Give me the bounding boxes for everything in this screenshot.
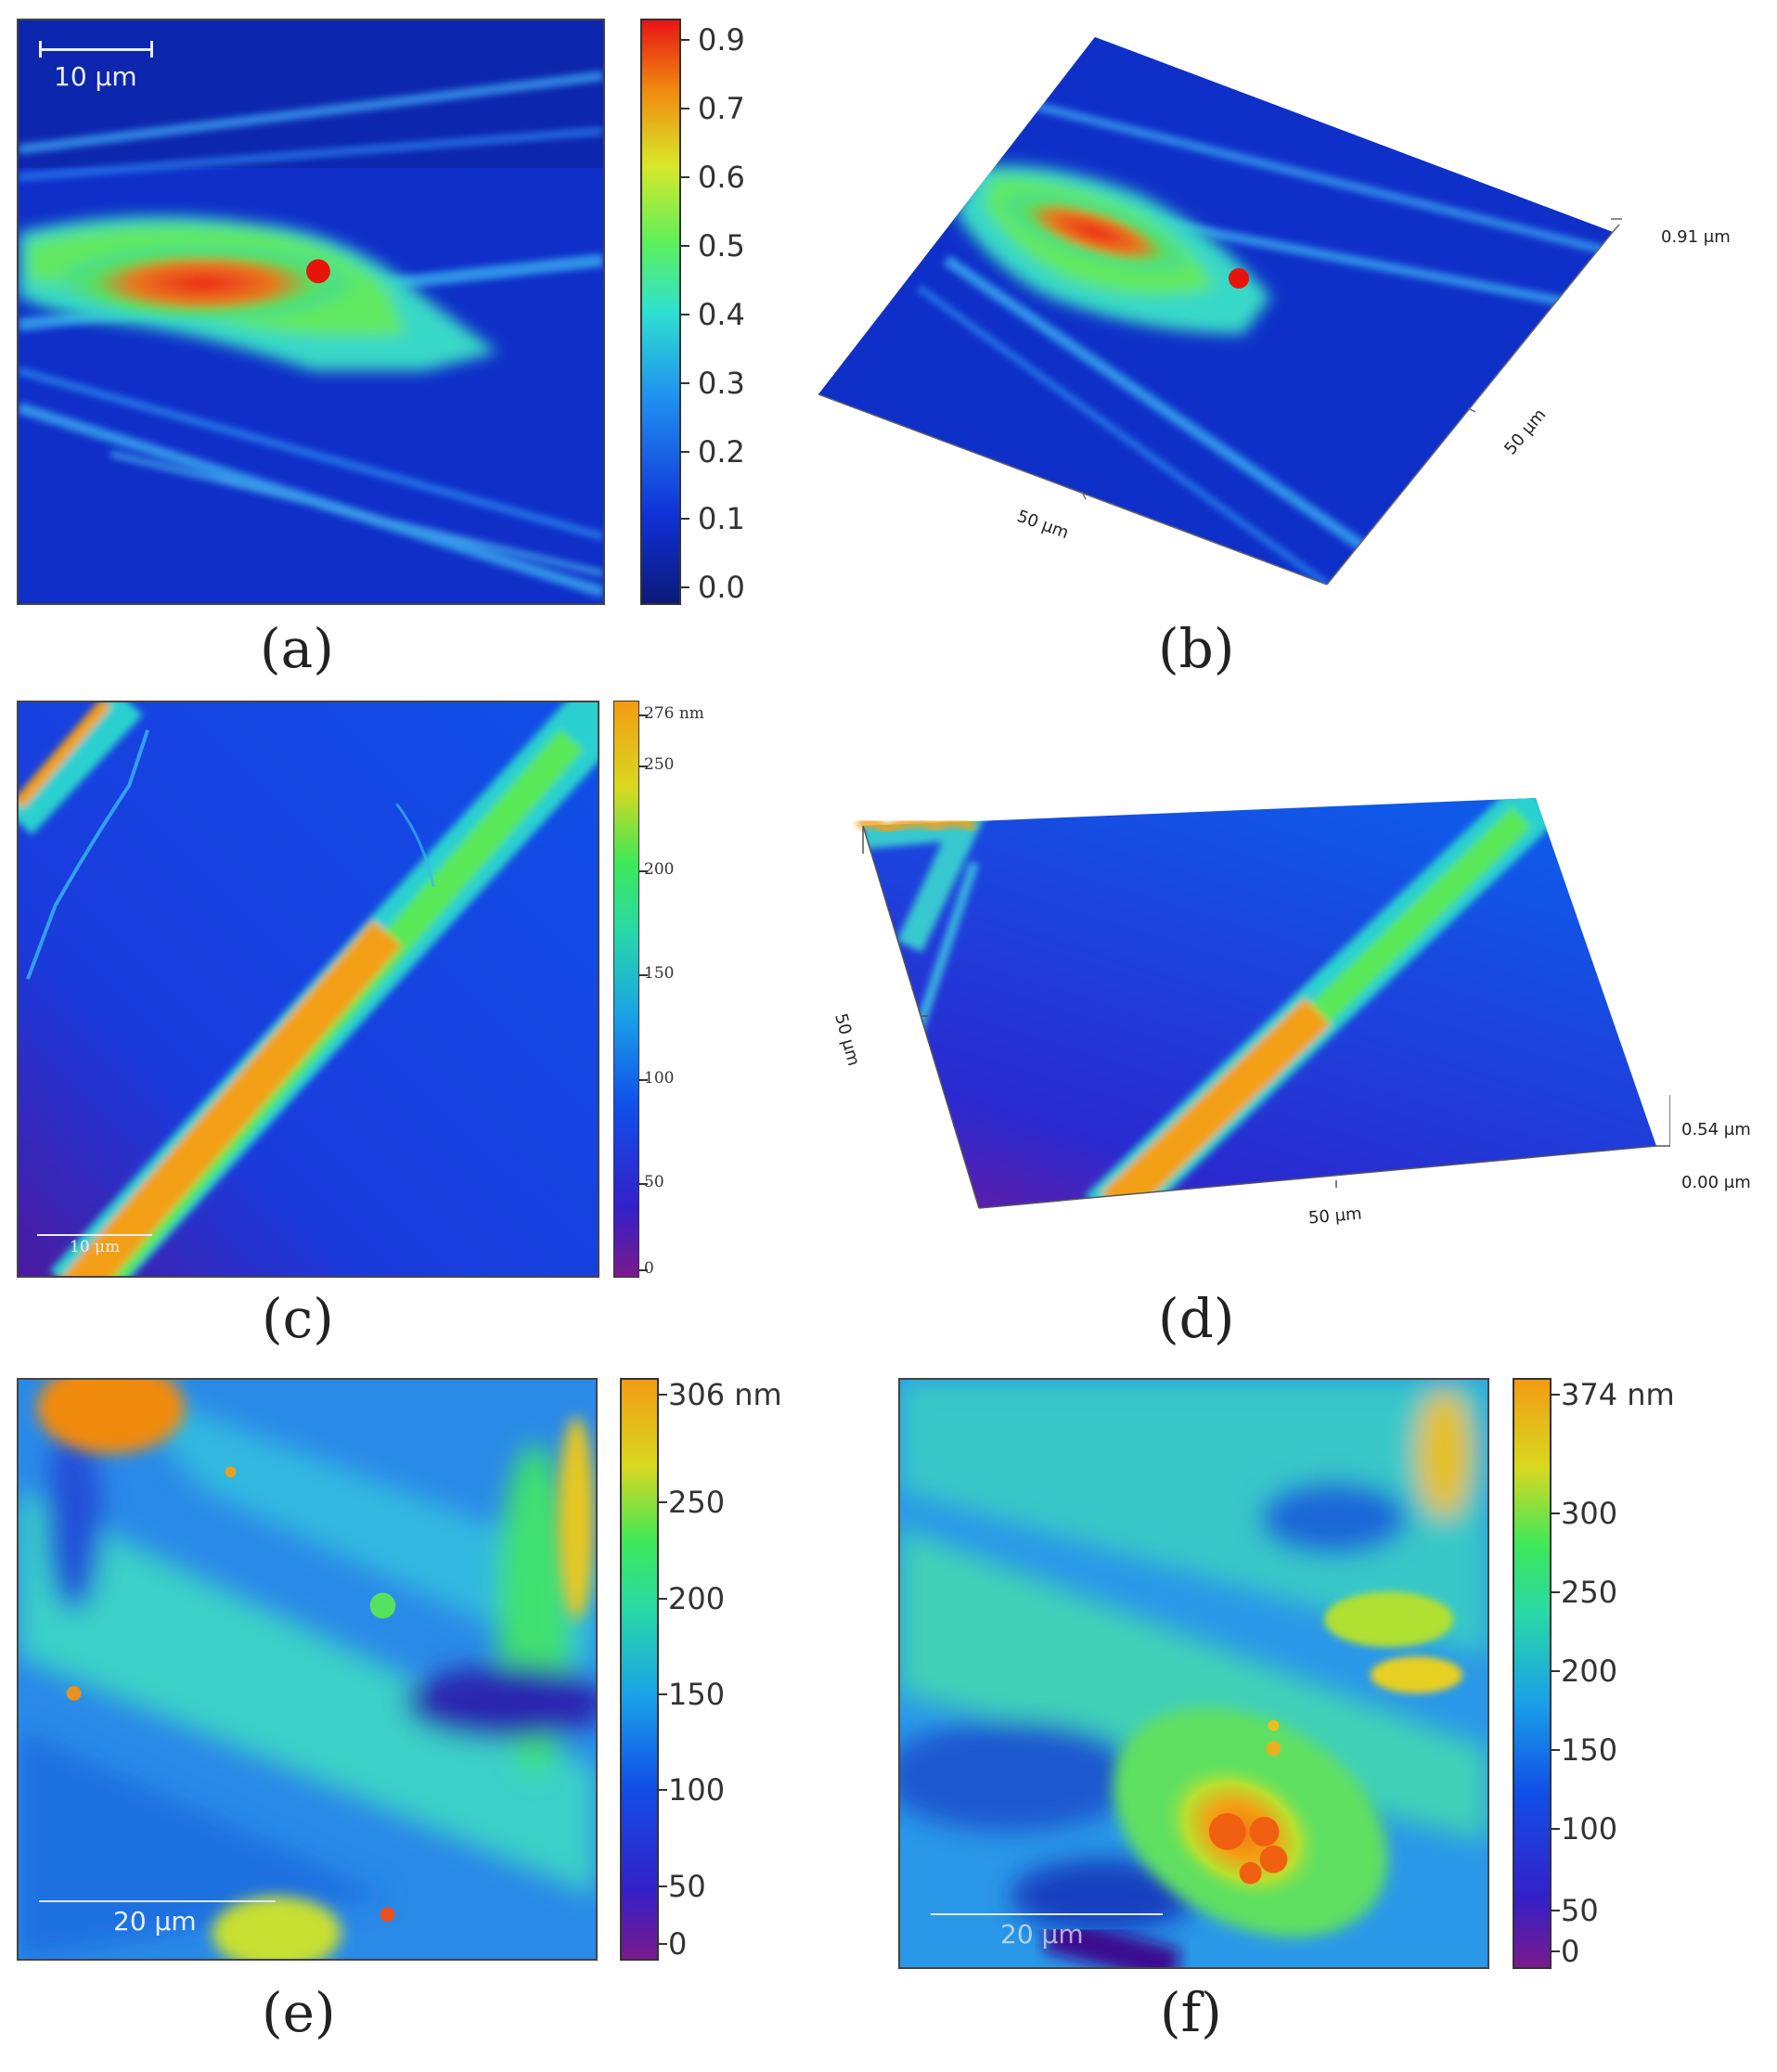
colorbar-tick-mark [1552,1910,1560,1911]
colorbar-tick-mark [659,1943,667,1945]
colorbar-tick-mark [659,1789,667,1791]
colorbar-tick-label: 0 [1561,1934,1580,1969]
caption-b: (b) [1158,617,1235,680]
scale-bar-f-label: 20 μm [1000,1919,1084,1950]
colorbar-tick-label: 100 [668,1772,726,1808]
colorbar-tick-label: 0 [644,1259,654,1278]
caption-a: (a) [260,617,334,680]
colorbar-tick-mark [659,1394,667,1396]
colorbar-tick-label: 150 [668,1677,726,1712]
colorbar-tick-mark [681,176,689,178]
colorbar-tick-label: 0.0 [698,570,745,605]
scale-bar-a-label: 10 μm [54,61,137,92]
panel-b-surface [807,28,1624,622]
colorbar-tick-label: 50 [668,1869,706,1904]
colorbar-tick-label: 150 [644,964,675,983]
colorbar-tick-label: 150 [1561,1732,1618,1768]
colorbar-tick-mark [681,245,689,247]
colorbar-e [620,1378,659,1961]
colorbar-f [1513,1378,1552,1969]
scale-bar-c-label: 10 μm [70,1238,121,1256]
colorbar-tick-mark [681,39,689,41]
colorbar-tick-label: 306 nm [668,1377,782,1412]
colorbar-tick-label: 0.3 [698,366,745,401]
colorbar-tick-label: 50 [644,1173,664,1191]
colorbar-tick-mark [659,1693,667,1695]
colorbar-tick-label: 200 [1561,1654,1618,1689]
colorbar-a [640,19,681,605]
colorbar-tick-mark [639,870,648,872]
colorbar-tick-mark [659,1501,667,1503]
colorbar-tick-label: 0.1 [698,501,745,536]
scale-bar-e-label: 20 μm [113,1906,197,1937]
colorbar-tick-label: 200 [668,1581,726,1616]
colorbar-tick-mark [639,974,648,976]
colorbar-tick-mark [639,766,648,767]
colorbar-tick-mark [1552,1394,1560,1396]
scale-bar-a [39,48,152,51]
colorbar-tick-mark [1552,1591,1560,1593]
colorbar-tick-label: 300 [1561,1496,1618,1531]
colorbar-tick-mark [681,382,689,384]
panel-b-z-label: 0.91 μm [1661,227,1731,247]
caption-c: (c) [262,1287,334,1350]
colorbar-tick-label: 0.9 [698,22,745,58]
colorbar-tick-mark [659,1885,667,1887]
colorbar-tick-mark [639,1079,648,1081]
colorbar-c [613,701,639,1278]
colorbar-tick-mark [1552,1950,1560,1952]
colorbar-tick-mark [681,314,689,315]
colorbar-tick-label: 0.6 [698,160,745,195]
caption-e: (e) [262,1981,336,2044]
colorbar-tick-label: 50 [1561,1893,1599,1928]
colorbar-tick-mark [1552,1670,1560,1672]
colorbar-tick-mark [681,108,689,109]
colorbar-tick-mark [681,586,689,588]
panel-c-image [17,701,599,1278]
panel-a-image [17,19,605,605]
caption-f: (f) [1160,1981,1222,2044]
colorbar-tick-label: 100 [1561,1811,1618,1847]
scale-bar-f [931,1913,1163,1915]
colorbar-tick-mark [1552,1749,1560,1751]
panel-d-z-bottom: 0.00 μm [1681,1173,1751,1192]
colorbar-tick-label: 374 nm [1561,1377,1675,1412]
colorbar-tick-mark [1552,1828,1560,1830]
scale-bar-c [37,1234,152,1236]
colorbar-tick-label: 276 nm [644,704,704,723]
scale-bar-e [39,1900,276,1902]
colorbar-tick-mark [639,1269,648,1271]
colorbar-tick-label: 200 [644,860,675,879]
colorbar-tick-mark [659,1598,667,1600]
colorbar-tick-label: 0.2 [698,434,745,470]
colorbar-tick-mark [639,714,648,716]
colorbar-tick-label: 250 [644,755,675,774]
panel-d-surface [835,779,1671,1243]
colorbar-tick-mark [681,451,689,453]
colorbar-tick-label: 250 [668,1485,726,1520]
colorbar-tick-label: 0 [668,1926,688,1962]
caption-d: (d) [1158,1287,1235,1350]
colorbar-tick-label: 0.4 [698,297,745,332]
colorbar-tick-mark [681,518,689,520]
colorbar-tick-label: 0.5 [698,228,745,264]
panel-f-image [898,1378,1489,1969]
colorbar-tick-mark [1552,1512,1560,1514]
panel-d-z-top: 0.54 μm [1681,1120,1751,1139]
colorbar-tick-mark [639,1183,648,1185]
colorbar-tick-label: 250 [1561,1575,1618,1610]
scale-bar-a-cap-right [150,41,153,58]
colorbar-tick-label: 0.7 [698,91,745,126]
panel-e-image [17,1378,598,1961]
colorbar-tick-label: 100 [644,1069,675,1087]
scale-bar-a-cap-left [39,41,42,58]
